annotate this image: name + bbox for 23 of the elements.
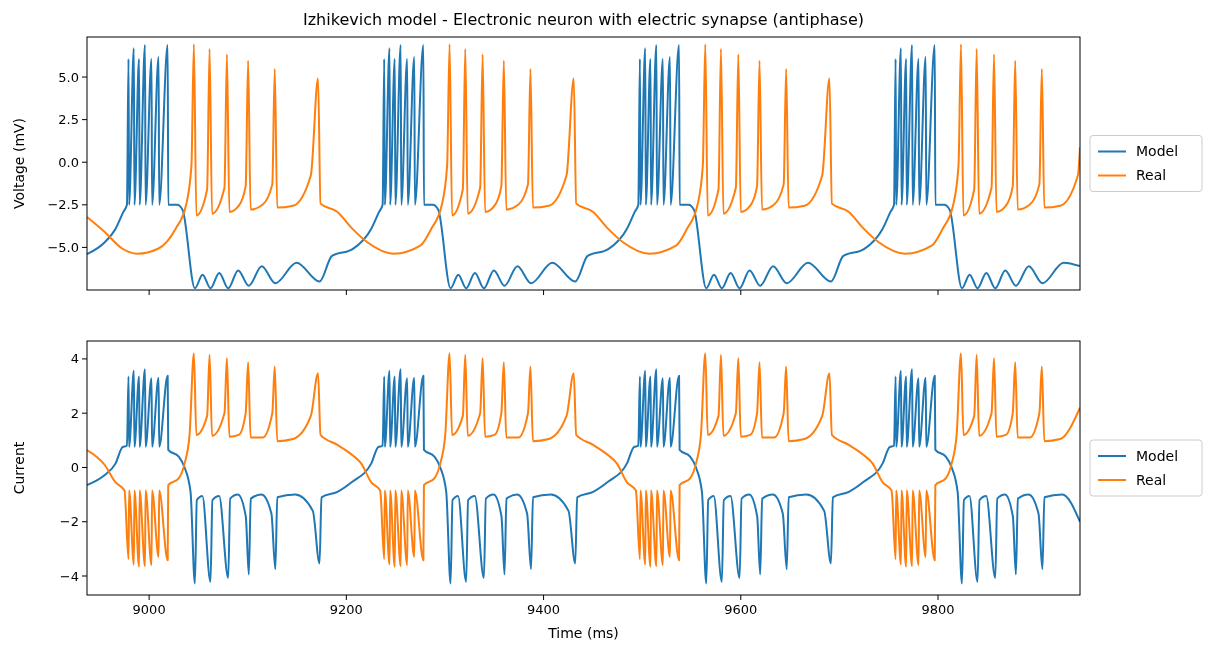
y-tick-label: 0.0: [58, 154, 79, 170]
y-axis-title: Voltage (mV): [11, 117, 27, 210]
y-tick-label: 2.5: [58, 112, 79, 128]
y-tick-label: −2: [59, 514, 79, 530]
y-axis-title: Current: [11, 441, 27, 495]
y-tick-label: −5.0: [47, 239, 79, 255]
y-tick-label: −4: [59, 568, 79, 584]
x-tick-label: 9800: [921, 602, 955, 617]
y-tick-label: 5.0: [58, 69, 79, 85]
x-tick-label: 9000: [132, 602, 166, 617]
legend-label: Model: [1136, 143, 1179, 160]
x-tick-label: 9200: [329, 602, 363, 617]
x-tick-label: 9400: [527, 602, 561, 617]
legend-label: Real: [1136, 167, 1167, 184]
chart-title: Izhikevich model - Electronic neuron with electric synapse (antiphase): [302, 10, 865, 29]
legend-label: Model: [1136, 447, 1179, 464]
y-tick-label: 0: [70, 460, 79, 476]
legend-label: Real: [1136, 471, 1167, 488]
y-tick-label: −2.5: [47, 197, 79, 213]
x-axis-title: Time (ms): [547, 625, 619, 641]
y-tick-label: 4: [70, 351, 79, 367]
y-tick-label: 2: [70, 405, 79, 421]
x-tick-label: 9600: [724, 602, 758, 617]
